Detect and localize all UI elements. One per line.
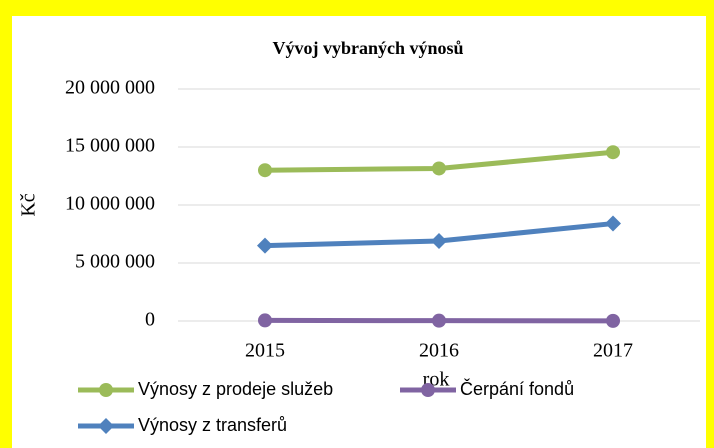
marker <box>431 232 447 249</box>
marker <box>606 145 620 160</box>
marker <box>605 215 621 232</box>
y-tick-label: 0 <box>145 309 155 331</box>
legend-label: Čerpání fondů <box>460 378 574 399</box>
marker <box>432 313 446 328</box>
legend-marker <box>99 383 113 397</box>
x-tick-label: 2016 <box>419 340 459 362</box>
chart-title: Vývoj vybraných výnosů <box>272 38 463 58</box>
y-tick-label: 5 000 000 <box>75 251 155 273</box>
marker <box>432 161 446 176</box>
marker <box>258 313 272 328</box>
legend-label: Výnosy z prodeje služeb <box>138 379 333 399</box>
y-axis-label: Kč <box>18 193 40 216</box>
legend-marker <box>421 383 435 397</box>
legend-marker <box>98 418 114 434</box>
y-tick-label: 20 000 000 <box>65 77 155 99</box>
marker <box>606 313 620 328</box>
marker <box>258 163 272 178</box>
y-tick-label: 15 000 000 <box>65 135 155 157</box>
marker <box>257 237 273 254</box>
y-tick-label: 10 000 000 <box>65 193 155 215</box>
x-tick-label: 2015 <box>245 340 285 362</box>
legend-label: Výnosy z transferů <box>138 415 287 435</box>
chart-area <box>12 16 706 448</box>
x-tick-label: 2017 <box>593 340 633 362</box>
